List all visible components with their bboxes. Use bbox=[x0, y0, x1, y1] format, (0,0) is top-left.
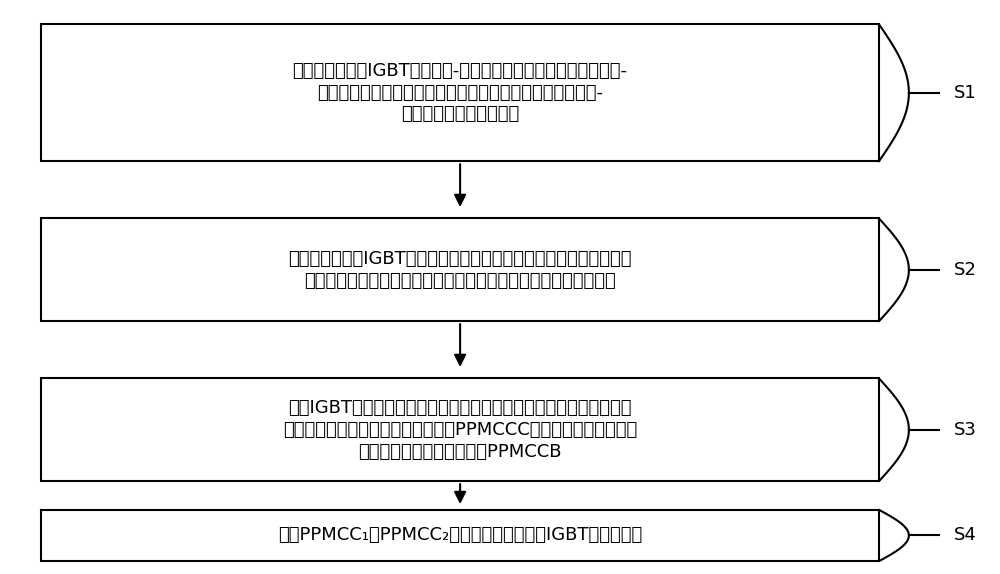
FancyBboxPatch shape bbox=[41, 24, 879, 161]
Text: S3: S3 bbox=[954, 421, 977, 439]
Text: 建立多芒片并联IGBT模块跨导的可靠性模型，基于跨导的可靠性模型: 建立多芒片并联IGBT模块跨导的可靠性模型，基于跨导的可靠性模型 bbox=[288, 250, 632, 268]
Text: 依据PPMCC₁和PPMCC₂综合评价多芯片并联IGBT模块可靠性: 依据PPMCC₁和PPMCC₂综合评价多芯片并联IGBT模块可靠性 bbox=[278, 526, 642, 545]
Text: 度下的芯片疲劳故障状态下的健康度PPMCCC以及不同程度下的键合: 度下的芯片疲劳故障状态下的健康度PPMCCC以及不同程度下的键合 bbox=[283, 421, 637, 439]
Text: 建立多芒片并联IGBT模块栊极-发射极电压可靠性模型，基于栊极-: 建立多芒片并联IGBT模块栊极-发射极电压可靠性模型，基于栊极- bbox=[293, 62, 628, 80]
Text: 定义IGBT模块的健康度，用皮尔逊相关系数表征健康度，计算不同程: 定义IGBT模块的健康度，用皮尔逊相关系数表征健康度，计算不同程 bbox=[288, 399, 632, 417]
Text: S1: S1 bbox=[954, 84, 976, 102]
Text: 发射极电压为故障特征量: 发射极电压为故障特征量 bbox=[401, 106, 519, 123]
FancyBboxPatch shape bbox=[41, 219, 879, 321]
Text: 线脱落故障状态下的健康度PPMCCB: 线脱落故障状态下的健康度PPMCCB bbox=[358, 443, 562, 460]
FancyBboxPatch shape bbox=[41, 378, 879, 481]
FancyBboxPatch shape bbox=[41, 510, 879, 561]
Text: 实现键合线脱落故障测试，并选取模块传输特性曲线为故障特征量: 实现键合线脱落故障测试，并选取模块传输特性曲线为故障特征量 bbox=[304, 272, 616, 290]
Text: 发射极电压可靠性模型实现芯片疲劳故障测试，并选取栊极-: 发射极电压可靠性模型实现芯片疲劳故障测试，并选取栊极- bbox=[317, 84, 603, 102]
Text: S4: S4 bbox=[954, 526, 977, 545]
Text: S2: S2 bbox=[954, 261, 977, 279]
